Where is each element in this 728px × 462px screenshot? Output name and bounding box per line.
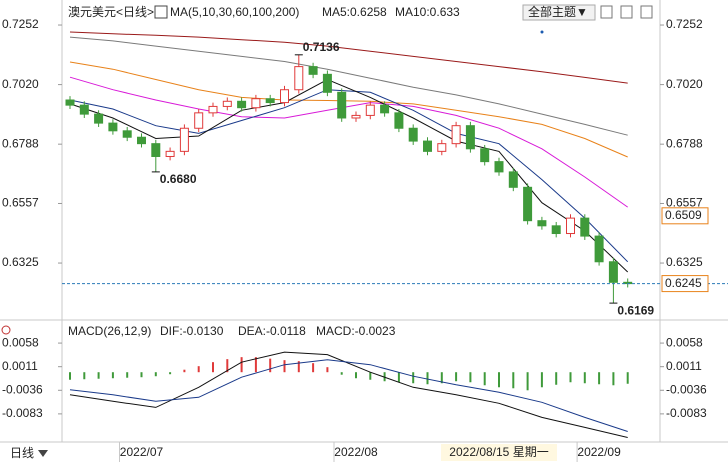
y-tick-label: 0.6325 (666, 255, 703, 269)
candle-body (265, 98, 275, 104)
legend-value: MA5:0.6258 (322, 5, 387, 19)
price-tag (661, 275, 709, 293)
y-tick-label: -0.0036 (2, 382, 43, 396)
y-tick-label: 0.7020 (666, 77, 703, 91)
y-tick-label: 0.0058 (2, 335, 39, 349)
x-tick-label: 2022/08 (334, 445, 378, 459)
candle-body (523, 186, 533, 222)
candle-body (108, 122, 118, 132)
line (69, 359, 628, 432)
price-tag (661, 207, 709, 225)
price-tag-label: 0.6509 (665, 208, 702, 222)
candle-body (208, 105, 218, 114)
candle-body (351, 114, 361, 119)
x-tick-label: 2022/09 (577, 445, 621, 459)
x-tick-label: 2022/07 (120, 445, 164, 459)
candle-body (151, 143, 161, 157)
candle-body (294, 66, 304, 91)
legend-title: MA(5,10,30,60,100,200) (170, 5, 299, 19)
line (69, 61, 628, 158)
line (69, 78, 629, 273)
candle-body (580, 217, 590, 237)
annotation: 0.6680 (160, 172, 197, 186)
candle-body (408, 127, 418, 142)
timeframe[interactable]: 日线 (10, 446, 34, 460)
theme-button-label[interactable]: 全部主题▼ (528, 4, 588, 19)
y-tick-label: 0.7252 (666, 17, 703, 31)
candle-body (165, 150, 175, 157)
line (69, 36, 628, 136)
legend-value: MA10:0.633 (395, 5, 460, 19)
candle-body (122, 130, 132, 138)
candle-body (365, 104, 375, 116)
line (69, 89, 629, 263)
candle-body (79, 104, 89, 115)
panel-title: MACD(26,12,9) (68, 324, 151, 338)
candle-body (322, 73, 332, 93)
marker-dot (540, 30, 544, 34)
y-tick-label: 0.6325 (2, 255, 39, 269)
candle-body (237, 100, 247, 109)
candle-body (280, 89, 289, 104)
candle-body (251, 98, 261, 109)
candle-body (137, 136, 146, 145)
theme-button[interactable] (522, 4, 596, 21)
candle-body (179, 127, 189, 152)
y-tick-label: -0.0083 (2, 406, 43, 420)
candle-body (380, 104, 390, 114)
y-tick-label: 0.0011 (2, 359, 38, 373)
candle-body (451, 125, 461, 145)
candle-body (566, 217, 575, 235)
y-tick-label: 0.6557 (666, 196, 703, 210)
candle-body (194, 112, 204, 129)
candle-body (423, 140, 432, 152)
line (69, 351, 628, 438)
y-tick-label: 0.7252 (2, 17, 39, 31)
candle-body (222, 100, 232, 107)
price-tag-label: 0.6245 (665, 276, 702, 290)
indicator-label: DIF:-0.0130 (160, 324, 224, 338)
y-tick-label: 0.0058 (666, 335, 703, 349)
line (69, 76, 628, 208)
chart-title: 澳元美元<日线> (68, 5, 154, 19)
y-tick-label: 0.6788 (2, 136, 39, 150)
candle-body (94, 113, 104, 124)
indicator-label: MACD:-0.0023 (316, 324, 396, 338)
candle-body (337, 91, 347, 119)
timeframe-arrow[interactable] (38, 450, 48, 457)
y-tick-label: -0.0036 (666, 382, 707, 396)
y-tick-label: 0.6788 (666, 136, 703, 150)
candle-body (551, 225, 561, 235)
candle-body (394, 112, 404, 129)
ma-icon (154, 5, 168, 19)
cursor-date-box (441, 444, 557, 461)
y-tick-label: -0.0083 (666, 406, 707, 420)
y-tick-label: 0.7020 (2, 77, 39, 91)
candle-body (308, 66, 318, 75)
tool-icon[interactable] (640, 5, 653, 19)
candle-body (65, 99, 75, 106)
cursor-date: 2022/08/15 星期一 (449, 445, 548, 459)
candle-body (508, 171, 518, 188)
annotation: 0.6169 (617, 303, 654, 317)
candle-body (437, 143, 447, 152)
candle-body (494, 161, 504, 173)
annotation: 0.7136 (303, 40, 340, 54)
tool-icon[interactable] (600, 5, 613, 19)
indicator-label: DEA:-0.0118 (238, 324, 306, 338)
candle-body (594, 235, 604, 263)
candle-body (608, 261, 618, 283)
settings-icon[interactable] (1, 325, 11, 335)
candle-body (465, 125, 475, 150)
y-tick-label: 0.6557 (2, 196, 39, 210)
tool-icon[interactable] (620, 5, 633, 19)
line (69, 31, 628, 84)
y-tick-label: 0.0011 (666, 359, 702, 373)
candle-body (480, 148, 490, 163)
candle-body (537, 220, 547, 227)
